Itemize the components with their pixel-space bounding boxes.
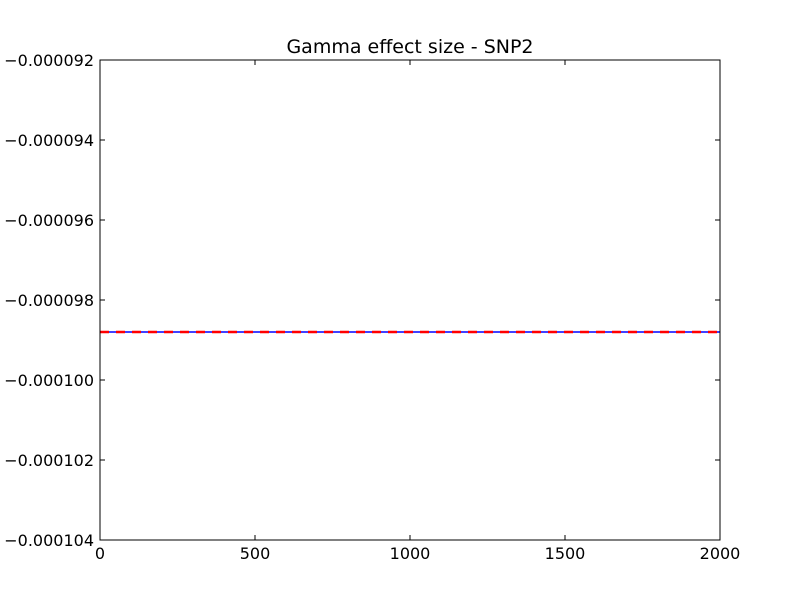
y-tick-label: −0.000100 — [4, 371, 94, 390]
y-tick-label: −0.000104 — [4, 531, 94, 550]
x-tick-label: 1500 — [545, 544, 586, 563]
x-tick-label: 500 — [240, 544, 271, 563]
y-tick-label: −0.000094 — [4, 131, 94, 150]
x-tick-label: 1000 — [390, 544, 431, 563]
y-tick-label: −0.000096 — [4, 211, 94, 230]
y-tick-label: −0.000102 — [4, 451, 94, 470]
x-tick-label: 2000 — [700, 544, 741, 563]
chart-title: Gamma effect size - SNP2 — [286, 36, 533, 58]
y-tick-label: −0.000092 — [4, 51, 94, 70]
ticks-layer: 0 500 1000 1500 2000 −0.000092 −0.000094 −0.000… — [4, 51, 740, 563]
plot-frame — [99, 59, 721, 541]
y-tick-label: −0.000098 — [4, 291, 94, 310]
x-tick-label: 0 — [95, 544, 105, 563]
